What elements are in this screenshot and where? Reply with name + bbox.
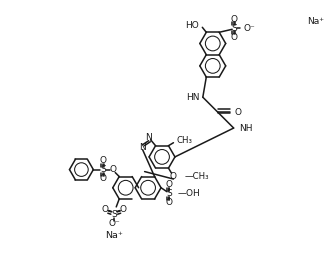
Text: O: O [100,156,107,165]
Text: HO: HO [186,21,199,30]
Text: O: O [102,205,109,215]
Text: S: S [111,210,117,219]
Text: Na⁺: Na⁺ [105,231,123,240]
Text: Na⁺: Na⁺ [307,17,324,26]
Text: O: O [100,174,107,183]
Text: —CH₃: —CH₃ [184,172,209,181]
Text: S: S [100,165,106,174]
Text: O: O [165,180,173,189]
Text: S: S [166,189,172,198]
Text: O: O [231,15,238,24]
Text: O: O [170,172,177,181]
Text: O: O [120,205,127,215]
Text: HN: HN [186,93,200,102]
Text: —OH: —OH [178,189,201,198]
Text: O⁻: O⁻ [243,24,255,33]
Text: O: O [165,198,173,207]
Text: O: O [235,108,242,117]
Text: N: N [145,133,152,142]
Text: CH₃: CH₃ [176,136,193,145]
Text: S: S [231,24,237,33]
Text: N: N [139,143,146,152]
Text: NH: NH [239,123,252,133]
Text: O: O [231,33,238,42]
Text: O: O [110,165,117,174]
Text: O⁻: O⁻ [108,219,120,228]
